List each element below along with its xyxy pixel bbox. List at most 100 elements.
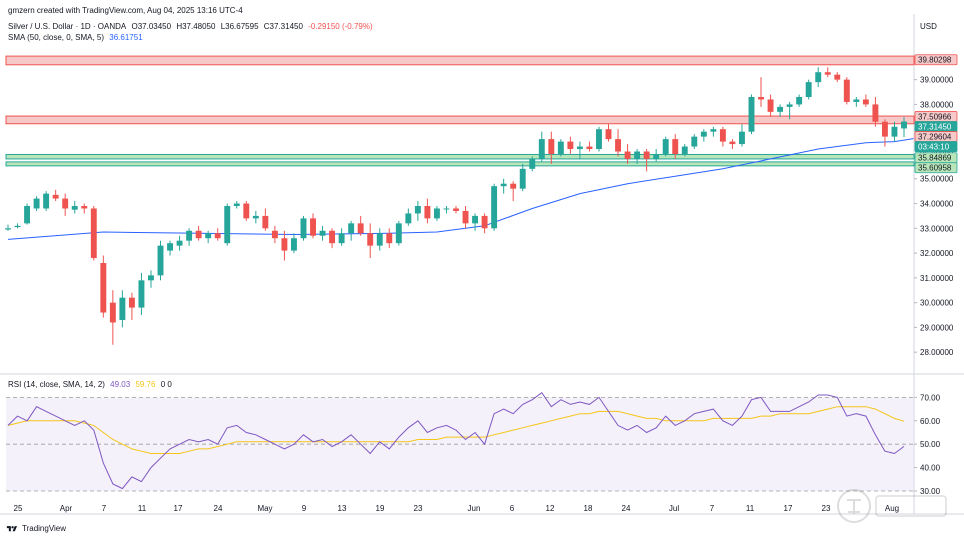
price-level-label: 37.29604 — [918, 133, 952, 142]
candle-body — [872, 104, 879, 122]
candle-body — [81, 206, 88, 209]
candle-body — [777, 106, 784, 112]
sma-legend[interactable]: SMA (50, close, 0, SMA, 5) 36.61751 — [8, 33, 146, 43]
brand-label: TradingView — [22, 524, 67, 533]
rsi-legend[interactable]: RSI (14, close, SMA, 14, 2) 49.03 59.76 … — [8, 380, 175, 390]
candle-body — [634, 151, 641, 159]
resistance-zone — [5, 115, 915, 125]
time-tick-label: 11 — [138, 504, 147, 513]
time-tick-label: 17 — [784, 504, 793, 513]
candle-body — [862, 99, 869, 105]
candle-body — [300, 218, 307, 239]
time-tick-label: 7 — [710, 504, 715, 513]
tradingview-brand[interactable]: TradingView — [6, 524, 66, 533]
rsi-line — [7, 391, 905, 490]
candle-body — [786, 104, 793, 107]
candle-body — [376, 233, 383, 246]
candle-body — [891, 126, 898, 137]
candle-body — [367, 233, 374, 246]
low-value: L36.67595 — [220, 22, 259, 31]
candle-body — [252, 215, 259, 219]
candle-body — [500, 183, 507, 187]
candle-body — [672, 139, 679, 154]
candle-body — [386, 233, 393, 244]
rsi-tick-label: 40.00 — [920, 464, 941, 473]
candle-body — [262, 215, 269, 229]
rsi-label: RSI (14, close, SMA, 14, 2) — [8, 380, 105, 389]
time-tick-label: 11 — [746, 504, 755, 513]
candle-body — [796, 96, 803, 105]
candle-body — [109, 302, 116, 323]
time-tick-label: Jun — [468, 504, 481, 513]
change-value: -0.29150 (-0.79%) — [308, 22, 373, 31]
candle-body — [128, 297, 135, 308]
main-legend: Silver / U.S. Dollar · 1D · OANDA O37.03… — [8, 22, 376, 32]
time-tick-label: Aug — [885, 504, 899, 513]
candle-body — [62, 198, 69, 209]
rsi-tick-label: 60.00 — [920, 417, 941, 426]
time-tick-label: 6 — [510, 504, 515, 513]
price-tick-label: 28.00000 — [920, 348, 954, 357]
price-level-label: 35.84869 — [918, 154, 952, 163]
candle-body — [243, 203, 250, 219]
candle-body — [576, 146, 583, 150]
candle-body — [901, 121, 907, 129]
tradingview-logo-icon — [6, 525, 17, 531]
price-level-label: 37.31450 — [918, 123, 952, 132]
candle-body — [615, 139, 621, 152]
time-tick-label: 18 — [584, 504, 593, 513]
candle-body — [529, 158, 536, 169]
candle-body — [24, 206, 31, 224]
candle-body — [538, 139, 545, 159]
candle-body — [758, 96, 764, 100]
resistance-zone — [5, 55, 915, 66]
candle-body — [605, 129, 612, 140]
candle-body — [586, 146, 593, 150]
candle-body — [519, 168, 526, 189]
candle-body — [157, 245, 164, 276]
candle-body — [881, 121, 888, 137]
time-tick-label: 9 — [302, 504, 307, 513]
candle-body — [815, 72, 822, 83]
price-level-label-box — [914, 54, 958, 66]
candle-body — [510, 183, 517, 189]
candle-body — [843, 79, 850, 102]
candle-body — [443, 208, 450, 210]
candle-body — [719, 129, 726, 142]
candle-body — [681, 146, 688, 154]
price-tick-label: 33.00000 — [920, 224, 954, 233]
candle-body — [195, 230, 202, 239]
candle-body — [214, 233, 221, 239]
candle-body — [186, 230, 193, 241]
price-tick-label: 35.00000 — [920, 175, 954, 184]
candle-body — [395, 223, 402, 244]
time-tick-label: 17 — [174, 504, 183, 513]
candle-body — [548, 139, 555, 154]
currency-label: USD — [920, 22, 937, 31]
time-tick-label: 13 — [338, 504, 347, 513]
candle-body — [271, 230, 278, 239]
candle-body — [824, 72, 831, 75]
time-tick-label: 7 — [102, 504, 107, 513]
candle-body — [119, 297, 126, 320]
candle-body — [329, 230, 336, 244]
price-tick-label: 29.00000 — [920, 323, 954, 332]
rsi-ma-value: 59.76 — [135, 380, 156, 389]
candle-body — [357, 223, 364, 234]
candle-body — [167, 243, 173, 251]
price-level-label: 39.80298 — [918, 56, 952, 65]
symbol-label[interactable]: Silver / U.S. Dollar · 1D · OANDA — [8, 22, 127, 31]
candle-body — [624, 151, 631, 159]
candle-body — [310, 218, 316, 236]
candle-body — [462, 210, 469, 224]
candle-body — [700, 131, 707, 137]
candle-body — [43, 193, 50, 209]
candle-body — [5, 228, 11, 230]
price-level-label: 37.50966 — [918, 113, 952, 122]
site-watermark-logo — [837, 489, 947, 523]
rsi-tick-label: 70.00 — [920, 393, 941, 402]
time-tick-label: Apr — [60, 504, 73, 513]
rsi-tick-label: 30.00 — [920, 487, 941, 496]
candle-body — [348, 223, 355, 234]
